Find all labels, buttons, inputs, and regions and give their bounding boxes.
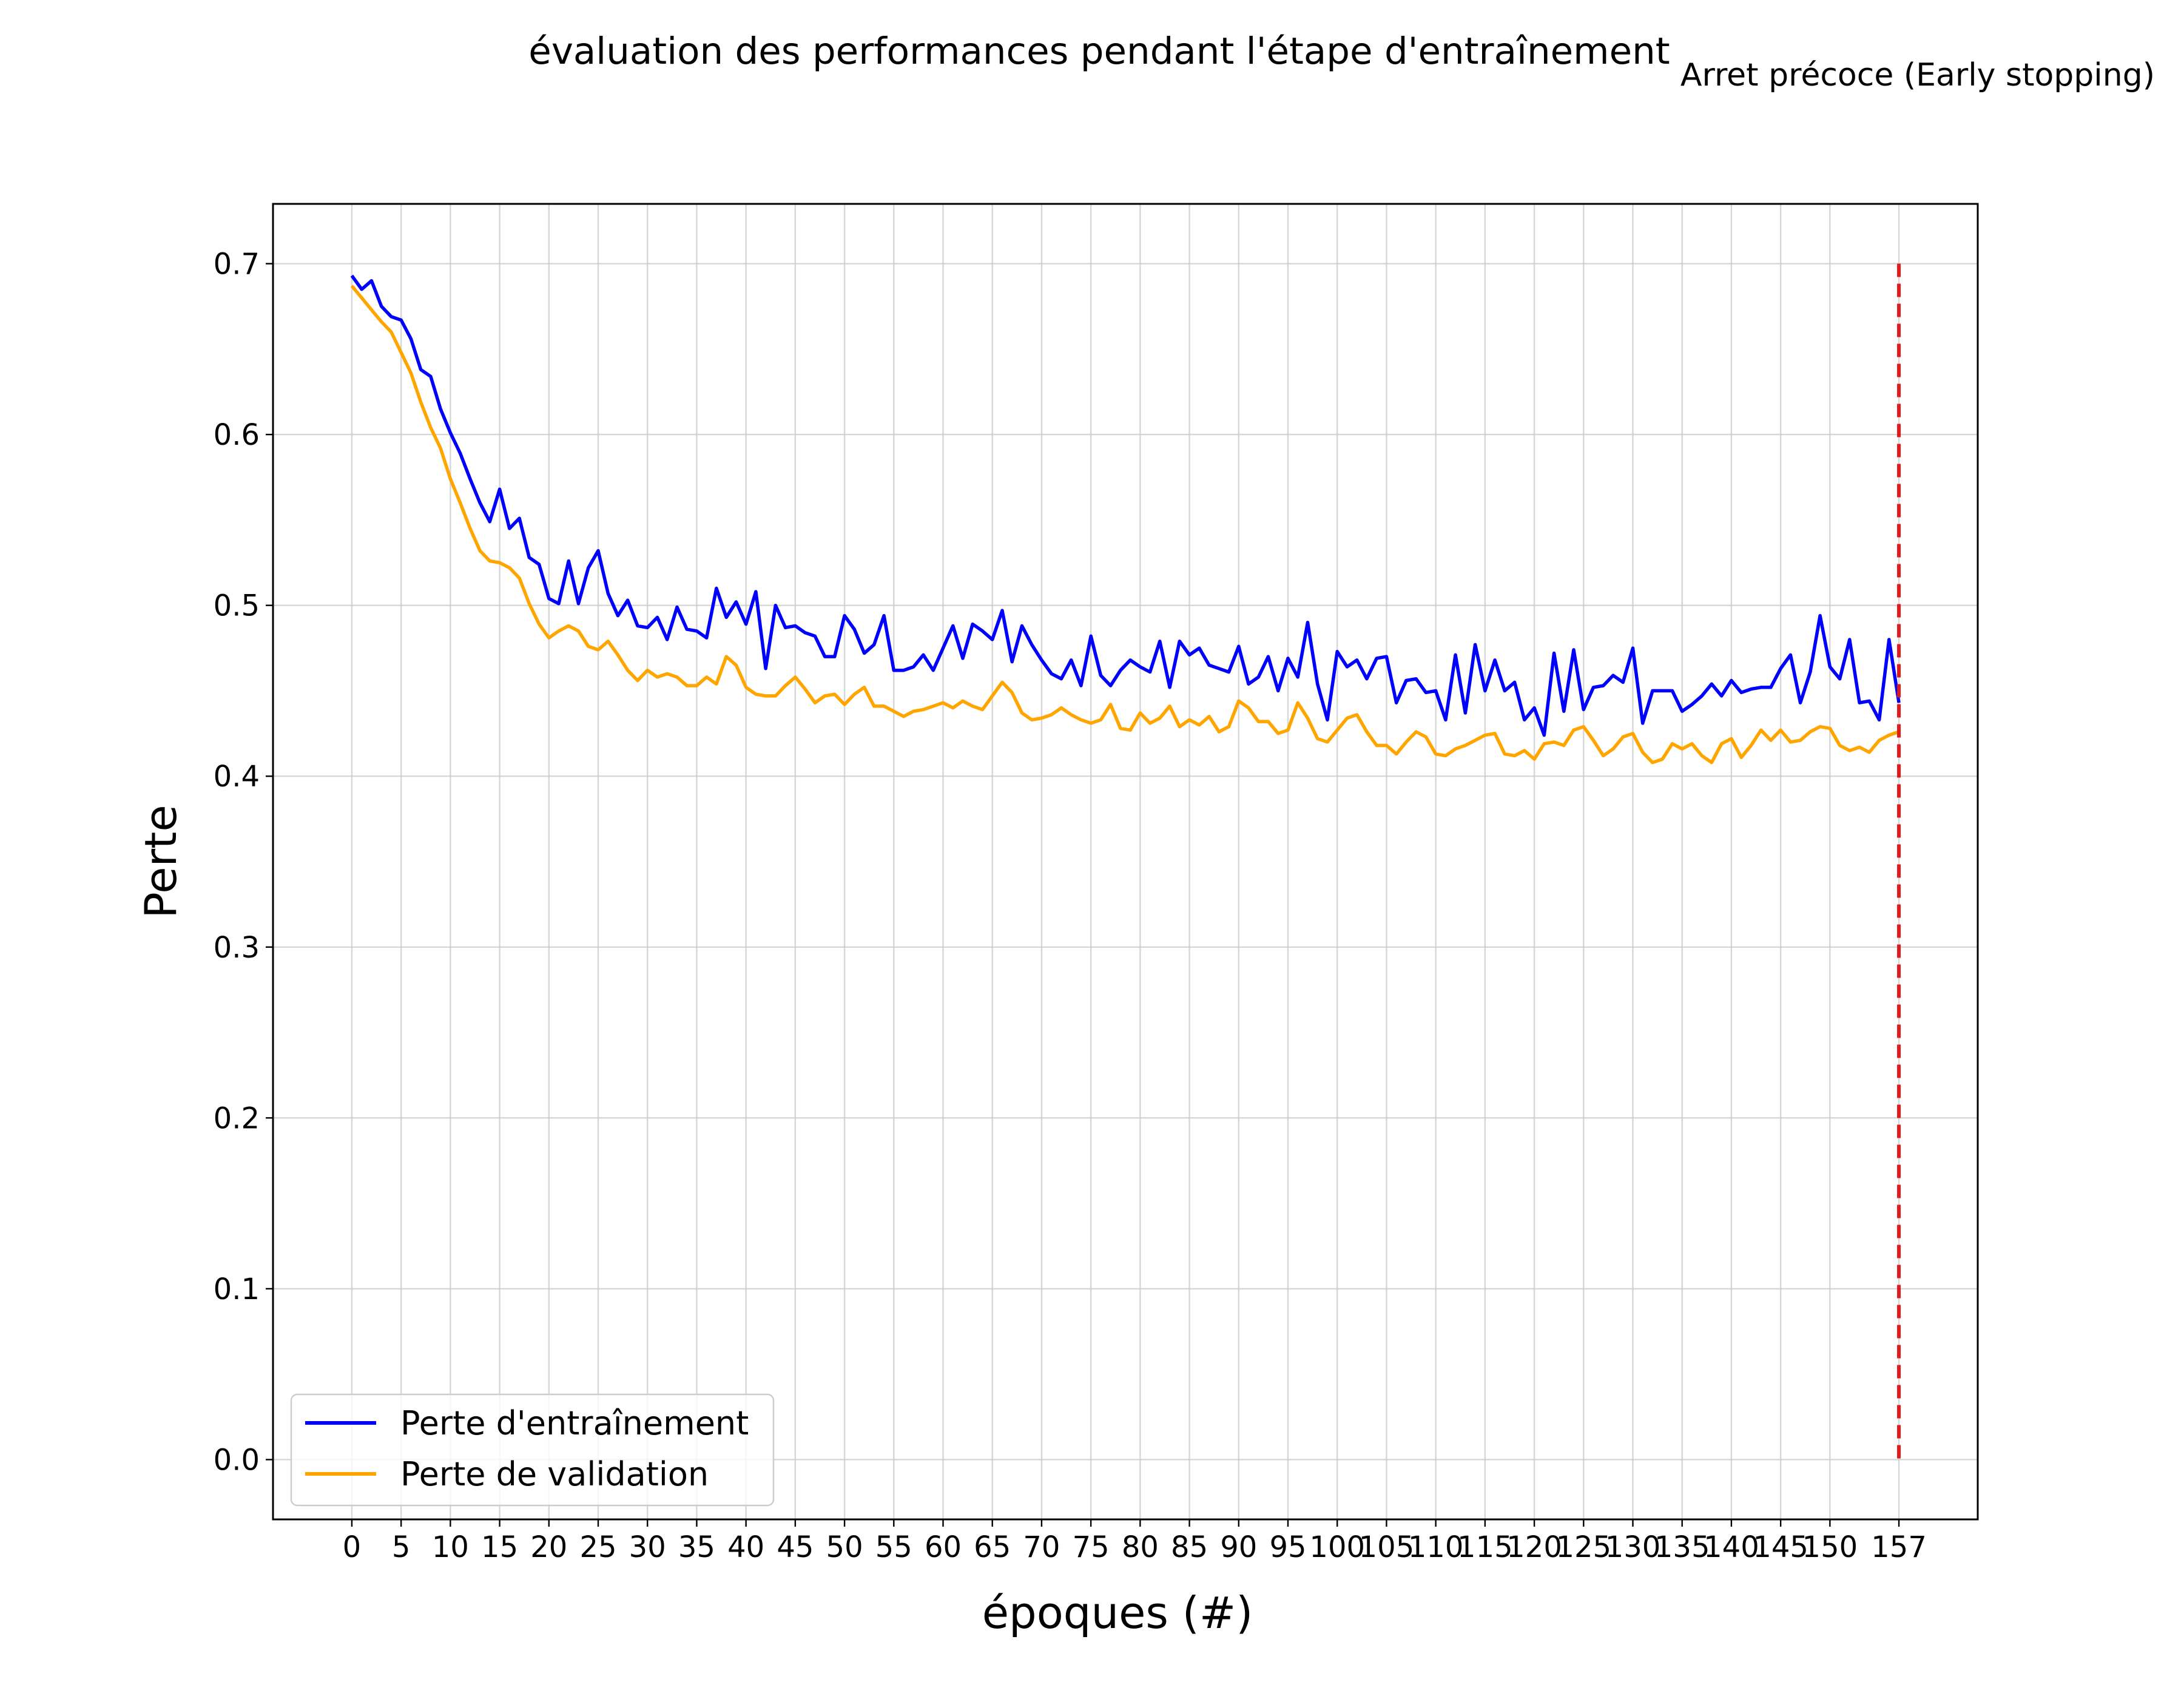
series-layer (350, 274, 1901, 765)
x-tick-label: 130 (1605, 1530, 1661, 1564)
x-tick-label: 70 (1023, 1530, 1060, 1564)
x-tick-label: 55 (875, 1530, 912, 1564)
plot-area-frame (272, 203, 1979, 1521)
y-tick-label: 0.5 (214, 589, 260, 623)
x-tick-label: 50 (826, 1530, 863, 1564)
x-axis-label: époques (#) (982, 1587, 1253, 1638)
x-tick-label: 100 (1309, 1530, 1365, 1564)
validation-loss-line (350, 285, 1899, 765)
legend: Perte d'entraînement Perte de validation (290, 1393, 775, 1507)
x-tick-label: 95 (1269, 1530, 1306, 1564)
x-tick-label: 140 (1704, 1530, 1759, 1564)
x-tick-label: 15 (481, 1530, 518, 1564)
ticks: 0 5 10 15 20 25 30 35 40 45 50 55 60 65 70 75 80 85 90 95 10… (214, 248, 1927, 1564)
y-tick-label: 0.4 (214, 760, 260, 794)
x-tick-label: 105 (1359, 1530, 1415, 1564)
y-tick-label: 0.3 (214, 931, 260, 965)
x-tick-label: 35 (678, 1530, 715, 1564)
legend-label-val: Perte de validation (400, 1455, 709, 1493)
early-stopping-note: Arret précoce (Early stopping) (1680, 57, 2155, 93)
x-tick-label: 110 (1408, 1530, 1464, 1564)
x-tick-label: 85 (1171, 1530, 1208, 1564)
x-tick-label: 120 (1506, 1530, 1562, 1564)
x-tick-label: 80 (1122, 1530, 1159, 1564)
y-axis-label: Perte (135, 805, 186, 918)
x-tick-label: 30 (629, 1530, 666, 1564)
x-tick-label: 45 (777, 1530, 814, 1564)
x-tick-label: 10 (432, 1530, 469, 1564)
x-tick-label: 40 (727, 1530, 764, 1564)
chart-title: évaluation des performances pendant l'ét… (528, 30, 1670, 73)
y-tick-label: 0.7 (214, 248, 260, 282)
legend-box (290, 1393, 775, 1507)
legend-label-train: Perte d'entraînement (400, 1404, 749, 1442)
x-tick-label: 65 (974, 1530, 1011, 1564)
x-tick-label: 90 (1220, 1530, 1257, 1564)
x-tick-label: 0 (343, 1530, 362, 1564)
y-tick-label: 0.6 (214, 418, 260, 452)
grid (273, 204, 1978, 1519)
x-tick-label: 125 (1555, 1530, 1611, 1564)
x-tick-label: 115 (1457, 1530, 1513, 1564)
x-tick-label: 20 (530, 1530, 567, 1564)
x-tick-label: 145 (1753, 1530, 1808, 1564)
y-tick-label: 0.0 (214, 1443, 260, 1477)
x-tick-label: 5 (392, 1530, 411, 1564)
x-tick-label: 60 (925, 1530, 962, 1564)
x-tick-label: 25 (579, 1530, 616, 1564)
x-tick-label: 75 (1073, 1530, 1110, 1564)
x-tick-label: 157 (1871, 1530, 1927, 1564)
x-tick-label: 135 (1654, 1530, 1710, 1564)
y-tick-label: 0.1 (214, 1272, 260, 1306)
training-loss-line (350, 274, 1901, 737)
y-tick-label: 0.2 (214, 1101, 260, 1135)
x-tick-label: 150 (1802, 1530, 1858, 1564)
